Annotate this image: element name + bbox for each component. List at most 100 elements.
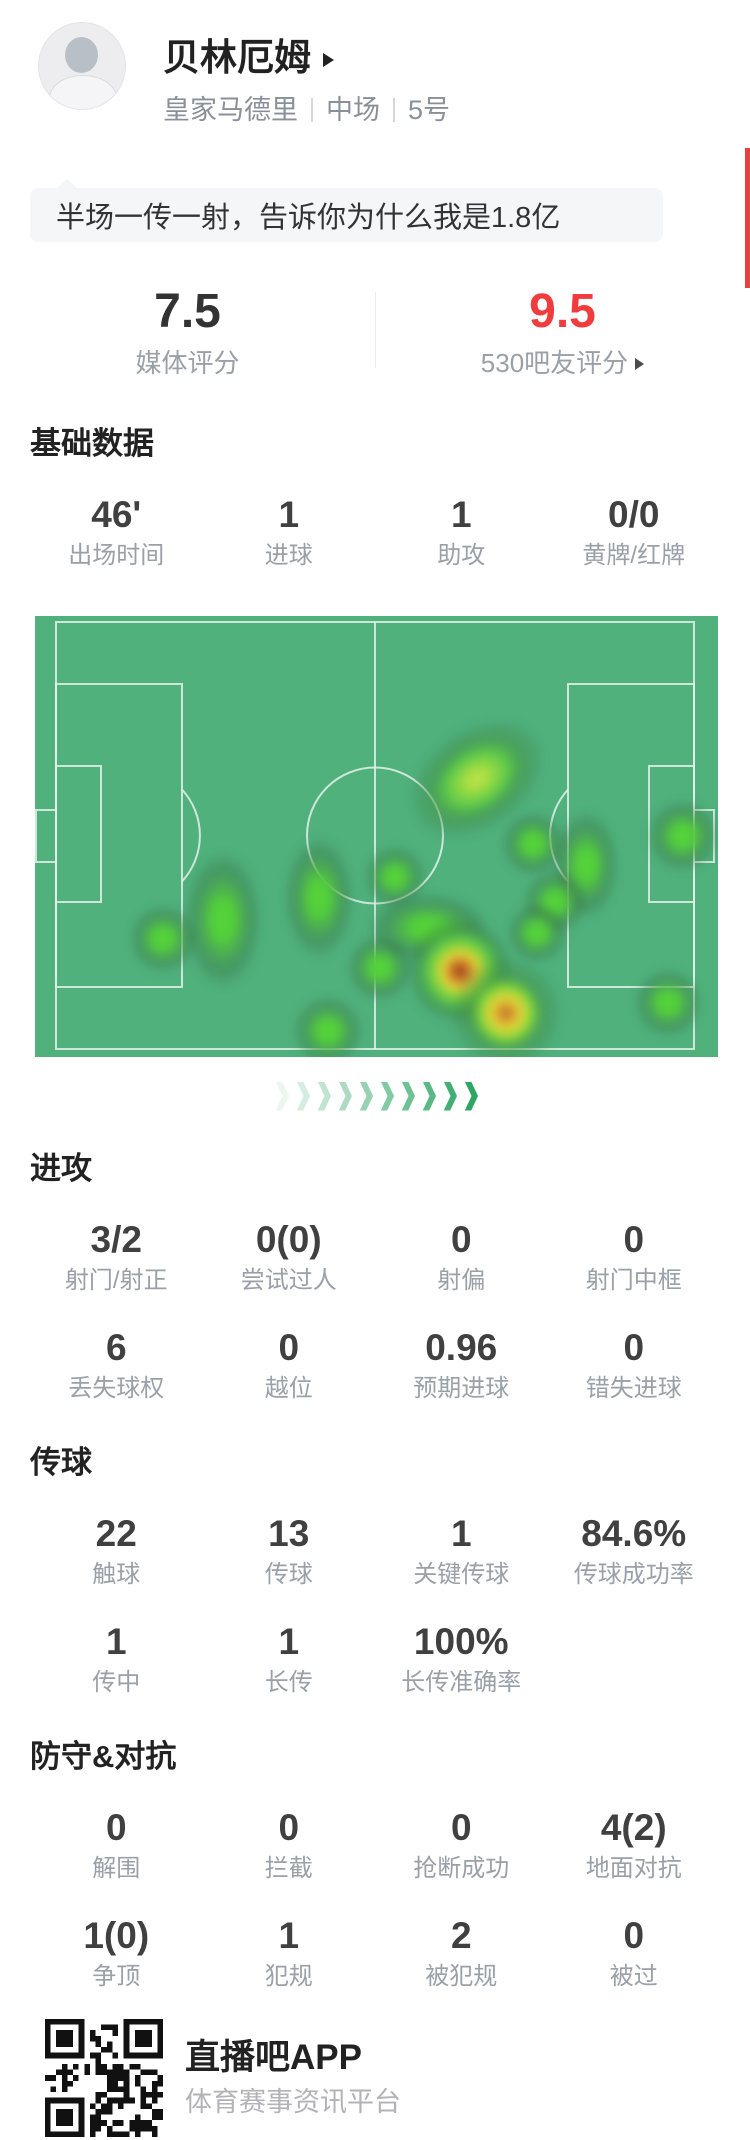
stat-cell: 0 拦截	[203, 1807, 376, 1883]
stat-label: 被犯规	[425, 1963, 498, 1990]
stat-label: 地面对抗	[585, 1855, 682, 1882]
team-name: 皇家马德里	[163, 95, 298, 125]
heat-blob	[292, 995, 364, 1057]
scrollbar-thumb[interactable]	[745, 148, 750, 288]
stat-cell: 2 被犯规	[375, 1915, 548, 1991]
stat-cell: 0(0) 尝试过人	[203, 1219, 376, 1295]
stat-value: 1	[450, 1513, 472, 1554]
chevron-right-icon	[380, 1081, 394, 1111]
stat-cell: 0 错失进球	[548, 1327, 721, 1403]
section-title-attack: 进攻	[30, 1151, 92, 1186]
stat-cell: 84.6% 传球成功率	[548, 1513, 721, 1589]
passing-stats-grid-row1: 22 触球 13 传球 1 关键传球 84.6% 传球成功率	[0, 1481, 750, 1589]
stat-cell: 0 越位	[203, 1327, 376, 1403]
stat-cell: 0 射偏	[375, 1219, 548, 1295]
position: 中场	[326, 95, 380, 125]
stat-cell: 6 丢失球权	[30, 1327, 203, 1403]
stat-cell: 100% 长传准确率	[375, 1621, 548, 1697]
attack-stats-grid-row2: 6 丢失球权 0 越位 0.96 预期进球 0 错失进球	[0, 1295, 750, 1403]
defense-stats-grid-row2: 1(0) 争顶 1 犯规 2 被犯规 0 被过	[0, 1883, 750, 1991]
stat-value: 0	[623, 1327, 645, 1368]
stat-label: 错失进球	[585, 1375, 682, 1402]
chevron-right-icon	[443, 1081, 457, 1111]
basic-stats-grid: 46' 出场时间 1 进球 1 助攻 0/0 黄牌/红牌	[0, 462, 750, 570]
heat-blob	[500, 811, 566, 877]
banner-text: 半场一传一射，告诉你为什么我是1.8亿	[56, 202, 561, 234]
stat-label: 射偏	[437, 1267, 486, 1294]
stat-cell: 3/2 射门/射正	[30, 1219, 203, 1295]
stat-label: 长传	[264, 1669, 313, 1696]
stat-label: 助攻	[437, 542, 486, 569]
stat-value: 0.96	[425, 1327, 498, 1368]
stat-label: 拦截	[264, 1855, 313, 1882]
stat-value: 1	[450, 494, 472, 535]
shirt-number: 5号	[408, 95, 451, 125]
stat-cell: 4(2) 地面对抗	[548, 1807, 721, 1883]
heat-blob	[128, 904, 198, 974]
stat-cell: 1(0) 争顶	[30, 1915, 203, 1991]
fans-rating: 9.5 530吧友评分	[375, 286, 750, 378]
heat-blob	[449, 956, 563, 1057]
stat-value: 3/2	[90, 1219, 142, 1260]
stat-label: 解围	[92, 1855, 141, 1882]
chevron-right-icon	[317, 1081, 331, 1111]
stat-value: 0	[450, 1219, 472, 1260]
passing-stats-grid-row2: 1 传中 1 长传 100% 长传准确率	[0, 1589, 750, 1697]
stat-label: 预期进球	[413, 1375, 510, 1402]
stat-label: 传中	[92, 1669, 141, 1696]
player-name: 贝林厄姆	[163, 37, 311, 78]
footer-tagline: 体育赛事资讯平台	[185, 2087, 401, 2117]
media-rating-value: 7.5	[154, 285, 221, 338]
stat-cell: 1 助攻	[375, 494, 548, 570]
stat-label: 犯规	[264, 1963, 313, 1990]
stat-label: 射门中框	[585, 1267, 682, 1294]
stat-cell: 0 抢断成功	[375, 1807, 548, 1883]
divider	[311, 98, 313, 122]
stat-cell: 1 进球	[203, 494, 376, 570]
defense-stats-grid-row1: 0 解围 0 拦截 0 抢断成功 4(2) 地面对抗	[0, 1775, 750, 1883]
divider	[393, 98, 395, 122]
stat-cell: 1 长传	[203, 1621, 376, 1697]
heatmap-pitch	[35, 616, 718, 1057]
stat-value: 22	[95, 1513, 137, 1554]
stat-value: 0	[623, 1219, 645, 1260]
chevron-right-icon	[464, 1081, 478, 1111]
stat-label: 触球	[92, 1561, 141, 1588]
stat-cell: 22 触球	[30, 1513, 203, 1589]
stat-value: 1	[278, 494, 300, 535]
caret-right-icon	[635, 358, 645, 370]
stat-value: 6	[105, 1327, 127, 1368]
stat-value: 0	[278, 1327, 300, 1368]
fans-rating-value: 9.5	[529, 285, 596, 338]
heat-blob	[283, 836, 355, 960]
stat-value: 4(2)	[600, 1807, 667, 1848]
direction-of-play-chevrons	[0, 1081, 750, 1111]
avatar-silhouette-torso	[49, 75, 117, 109]
stat-value: 13	[268, 1513, 310, 1554]
chevron-right-icon	[275, 1081, 289, 1111]
qr-code	[45, 2019, 163, 2137]
stat-cell: 46' 出场时间	[30, 494, 203, 570]
ratings-row: 7.5 媒体评分 9.5 530吧友评分	[0, 286, 750, 378]
stat-cell: 1 关键传球	[375, 1513, 548, 1589]
player-header: 贝林厄姆 皇家马德里 中场 5号	[0, 0, 750, 160]
stat-value: 0	[278, 1807, 300, 1848]
player-meta: 皇家马德里 中场 5号	[163, 94, 750, 126]
stat-cell: 1 犯规	[203, 1915, 376, 1991]
stat-label: 丢失球权	[68, 1375, 165, 1402]
stat-value: 1	[105, 1621, 127, 1662]
stat-cell: 0.96 预期进球	[375, 1327, 548, 1403]
stat-value: 1(0)	[83, 1915, 150, 1956]
player-avatar[interactable]	[38, 22, 126, 110]
player-name-row[interactable]: 贝林厄姆	[163, 36, 750, 80]
stat-cell: 0 射门中框	[548, 1219, 721, 1295]
stat-label: 出场时间	[68, 542, 165, 569]
attack-stats-grid-row1: 3/2 射门/射正 0(0) 尝试过人 0 射偏 0 射门中框	[0, 1187, 750, 1295]
avatar-silhouette-head	[65, 37, 98, 73]
stat-value: 100%	[413, 1621, 509, 1662]
media-rating: 7.5 媒体评分	[0, 285, 375, 379]
fans-rating-link[interactable]: 530吧友评分	[481, 348, 645, 378]
stat-label: 争顶	[92, 1963, 141, 1990]
player-quote-banner: 半场一传一射，告诉你为什么我是1.8亿	[30, 179, 663, 242]
heatmap-blobs	[128, 718, 718, 1057]
